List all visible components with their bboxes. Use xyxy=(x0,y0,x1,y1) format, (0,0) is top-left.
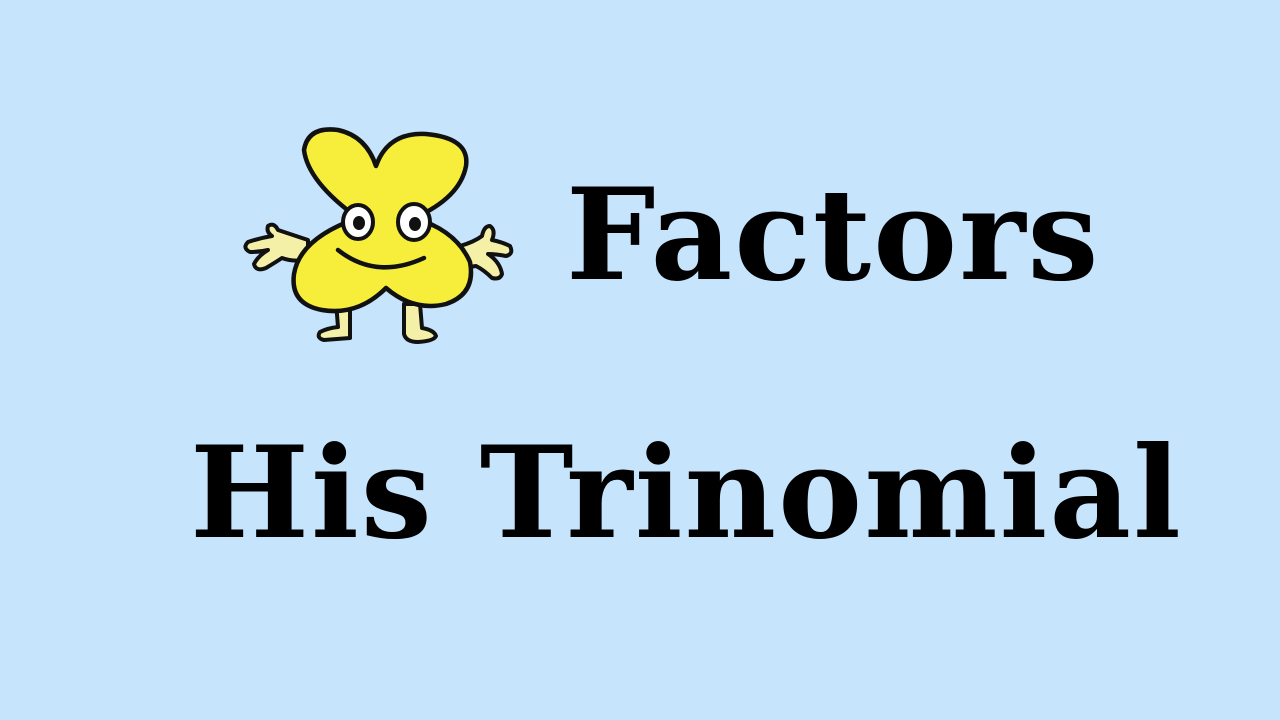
title-line-his-trinomial: His Trinomial xyxy=(190,419,1183,567)
mascot-body xyxy=(291,127,474,314)
mascot-smile xyxy=(335,247,427,270)
four-leaf-mascot-icon xyxy=(243,127,514,344)
mascot-eyes xyxy=(341,202,432,242)
title-line-factors: Factors xyxy=(566,161,1101,309)
